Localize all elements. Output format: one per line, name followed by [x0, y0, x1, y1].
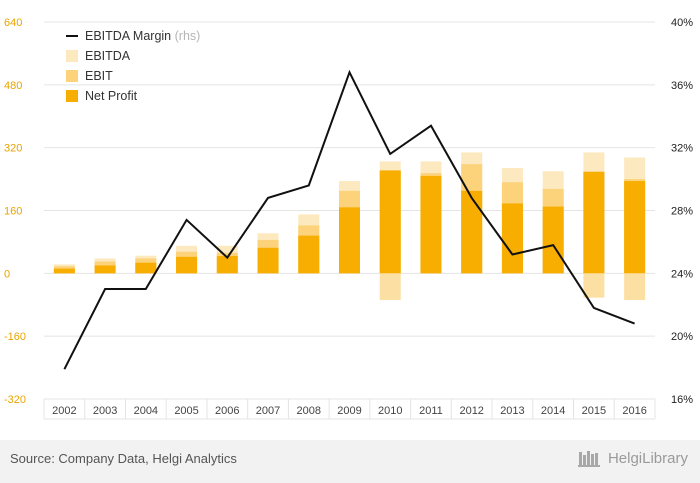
legend-swatch [66, 70, 78, 82]
bar-net-profit [501, 203, 523, 274]
x-tick-label: 2003 [93, 405, 117, 417]
legend-label: EBITDA Margin (rhs) [85, 29, 200, 43]
x-tick-label: 2004 [134, 405, 158, 417]
bar-net-profit [379, 170, 401, 274]
y-tick-label: -160 [4, 331, 26, 343]
chart-canvas: 640 480 320 160 0 -160 -320 40% 36% 32% 28% 24% 20% 1… [4, 17, 693, 420]
bar-net-profit [583, 172, 605, 274]
x-tick-label: 2010 [378, 405, 402, 417]
library-icon [577, 451, 600, 467]
legend-swatch [66, 90, 78, 102]
x-tick-label: 2007 [256, 405, 280, 417]
y-tick-label: -320 [4, 394, 26, 406]
x-tick-label: 2009 [337, 405, 361, 417]
y-tick-label: 160 [4, 206, 22, 218]
bar-net-profit [339, 207, 360, 274]
y2-tick-label: 36% [671, 80, 693, 92]
x-tick-label: 2013 [500, 405, 524, 417]
brand-name: HelgiLibrary [607, 449, 688, 467]
line-ebitda-margin [63, 69, 635, 370]
bar-net-profit [53, 268, 75, 274]
x-tick-label: 2008 [297, 405, 321, 417]
legend-item: Net Profit [66, 89, 138, 103]
x-tick-label: 2011 [419, 405, 443, 417]
bar-negative [624, 273, 646, 301]
legend-item: EBIT [66, 69, 113, 83]
bar-negative [583, 273, 605, 298]
y2-tick-label: 16% [671, 394, 693, 406]
x-tick-label: 2002 [52, 405, 76, 417]
y2-tick-label: 40% [671, 17, 693, 29]
x-tick-label: 2015 [582, 405, 606, 417]
x-tick-label: 2014 [541, 405, 565, 417]
legend-label: Net Profit [85, 89, 138, 103]
y-tick-label: 320 [4, 143, 22, 155]
source-note: Source: Company Data, Helgi Analytics [10, 451, 237, 466]
bar-net-profit [298, 235, 320, 274]
y2-tick-label: 20% [671, 331, 693, 343]
bar-negative [379, 273, 401, 301]
footer: Source: Company Data, Helgi Analytics He… [0, 440, 700, 483]
bar-net-profit [94, 265, 116, 274]
y2-tick-label: 24% [671, 268, 693, 280]
legend-note: (rhs) [171, 29, 200, 43]
legend-item: EBITDA Margin (rhs) [66, 29, 200, 43]
brand-logo[interactable]: HelgiLibrary [577, 449, 688, 467]
legend-label: EBITDA [85, 49, 131, 63]
bar-net-profit [542, 206, 564, 274]
bar-net-profit [176, 256, 198, 274]
bar-net-profit [461, 190, 483, 274]
legend-item: EBITDA [66, 49, 131, 63]
x-tick-label: 2005 [174, 405, 198, 417]
legend-label: EBIT [85, 69, 113, 83]
x-tick-label: 2016 [622, 405, 646, 417]
y2-tick-label: 28% [671, 206, 693, 218]
x-tick-label: 2006 [215, 405, 239, 417]
y-tick-label: 480 [4, 80, 22, 92]
bar-net-profit [257, 247, 279, 274]
y2-tick-label: 32% [671, 143, 693, 155]
y-tick-label: 0 [4, 268, 10, 280]
bar-net-profit [135, 262, 157, 274]
x-tick-label: 2012 [459, 405, 483, 417]
bar-net-profit [216, 256, 238, 274]
bar-net-profit [624, 181, 646, 274]
bar-net-profit [420, 175, 442, 274]
legend-swatch [66, 50, 78, 62]
y-tick-label: 640 [4, 17, 22, 29]
